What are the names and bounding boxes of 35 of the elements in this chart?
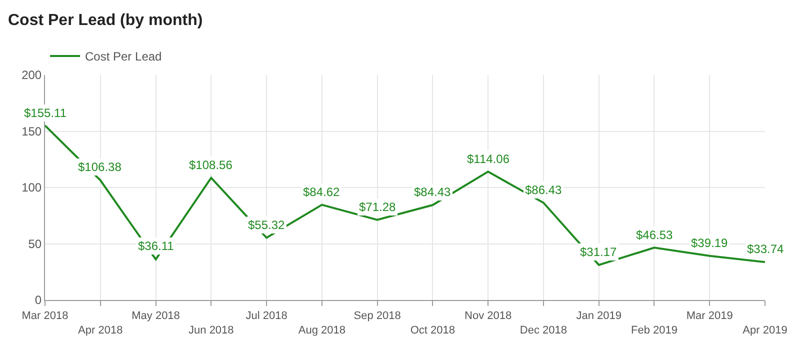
x-tick-label: Aug 2018 xyxy=(298,324,346,336)
x-tick-label: Jun 2018 xyxy=(188,324,234,336)
x-tick-label: Mar 2018 xyxy=(22,310,68,322)
data-label: $31.17 xyxy=(580,245,618,259)
data-label: $84.43 xyxy=(414,185,452,199)
data-label: $46.53 xyxy=(636,228,674,242)
x-tick-label: May 2018 xyxy=(132,310,180,322)
data-label: $106.38 xyxy=(78,160,122,174)
x-tick-label: Oct 2018 xyxy=(410,324,456,336)
data-label: $114.06 xyxy=(467,152,510,166)
x-tick-label: Dec 2018 xyxy=(520,324,568,336)
y-tick-label: 100 xyxy=(22,180,42,195)
y-tick-label: 50 xyxy=(28,236,42,251)
x-tick-label: Sep 2018 xyxy=(354,310,401,322)
x-tick-label: Nov 2018 xyxy=(464,310,512,322)
x-tick-label: Mar 2019 xyxy=(686,310,733,322)
x-tick-label: Apr 2019 xyxy=(742,324,788,336)
data-label: $55.32 xyxy=(248,218,286,232)
legend-label: Cost Per Lead xyxy=(85,50,162,64)
data-label: $36.11 xyxy=(138,239,174,253)
data-label: $39.19 xyxy=(691,236,728,250)
y-tick-label: 0 xyxy=(34,293,42,308)
data-label: $86.43 xyxy=(525,183,562,197)
data-label: $71.28 xyxy=(359,200,396,214)
data-label: $155.11 xyxy=(24,106,67,120)
chart-title: Cost Per Lead (by month) xyxy=(8,12,203,30)
data-label: $84.62 xyxy=(303,185,340,199)
x-tick-label: Apr 2018 xyxy=(78,324,123,336)
y-tick-label: 150 xyxy=(22,124,42,138)
x-tick-label: Jan 2019 xyxy=(576,310,622,322)
data-label: $108.56 xyxy=(189,158,233,172)
y-tick-label: 200 xyxy=(22,68,42,82)
x-tick-label: Feb 2019 xyxy=(630,324,678,336)
x-tick-label: Jul 2018 xyxy=(246,310,288,322)
data-label: $33.74 xyxy=(747,242,784,256)
